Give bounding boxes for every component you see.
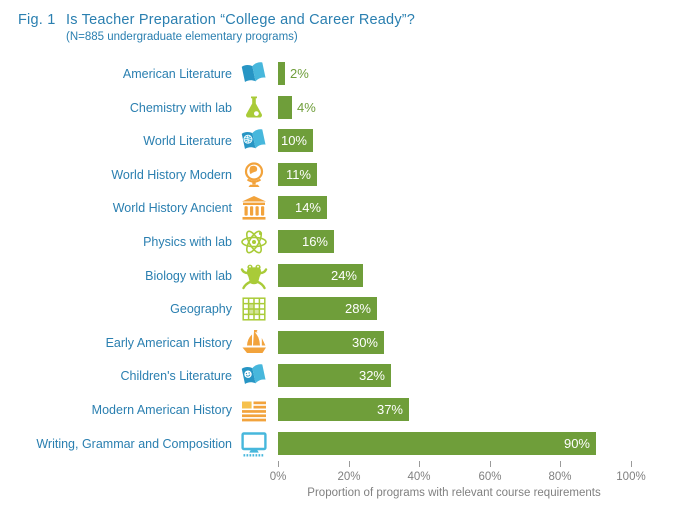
bar <box>278 364 391 387</box>
bar <box>278 331 384 354</box>
desk-globe-icon <box>238 159 270 191</box>
atom-icon <box>238 226 270 258</box>
axis-tick-label: 60% <box>478 471 502 483</box>
bar <box>278 196 327 219</box>
value-label: 90% <box>563 436 590 451</box>
chart-row: American Literature 2% <box>0 62 682 85</box>
category-label: Children's Literature <box>120 368 232 383</box>
chart-row: Chemistry with lab 4% <box>0 96 682 119</box>
value-label: 37% <box>376 402 403 417</box>
temple-icon <box>238 192 270 224</box>
axis-tick-label: 20% <box>337 471 361 483</box>
category-label: Chemistry with lab <box>129 100 232 115</box>
category-label: World Literature <box>143 133 232 148</box>
value-label: 14% <box>294 200 321 215</box>
category-label: World History Modern <box>111 167 232 182</box>
axis-tick-label: 80% <box>548 471 572 483</box>
axis-tick-mark <box>349 461 350 467</box>
chart-row: Physics with lab 16% <box>0 230 682 254</box>
value-label: 2% <box>290 66 309 81</box>
x-axis-label: Proportion of programs with relevant cou… <box>307 487 601 499</box>
axis-tick-label: 0% <box>269 471 287 483</box>
figure-subtitle: (N=885 undergraduate elementary programs… <box>66 31 298 43</box>
smiley-book-icon <box>238 360 270 392</box>
bar <box>278 297 377 320</box>
category-label: Biology with lab <box>145 268 232 283</box>
chart-row: Geography 28% <box>0 297 682 321</box>
globe-book-icon <box>238 125 270 157</box>
category-label: Writing, Grammar and Composition <box>36 436 232 451</box>
category-label: Physics with lab <box>143 234 232 249</box>
value-label: 24% <box>330 268 357 283</box>
value-label: 4% <box>297 100 316 115</box>
category-label: Early American History <box>105 335 232 350</box>
bar <box>278 398 409 421</box>
bar <box>278 163 317 186</box>
bar <box>278 96 292 119</box>
bar <box>278 432 596 455</box>
frog-icon <box>238 260 270 292</box>
value-label: 11% <box>285 167 311 182</box>
axis-tick-label: 40% <box>407 471 431 483</box>
bar <box>278 62 285 85</box>
value-label: 32% <box>358 368 385 383</box>
monitor-icon <box>238 428 270 460</box>
chart-row: World History Modern 11% <box>0 162 682 187</box>
ship-icon <box>238 327 270 359</box>
open-book-icon <box>238 58 270 90</box>
chart-row: Writing, Grammar and Composition 90% <box>0 432 682 457</box>
axis-tick-mark <box>631 461 632 467</box>
chart-row: World Literature 10% <box>0 129 682 152</box>
axis-tick-mark <box>419 461 420 467</box>
value-label: 28% <box>344 301 371 316</box>
figure-number: Fig. 1 <box>18 12 56 28</box>
chart-row: World History Ancient 14% <box>0 196 682 220</box>
value-label: 30% <box>351 335 378 350</box>
chart-row: Early American History 30% <box>0 330 682 354</box>
axis-tick-label: 100% <box>616 471 646 483</box>
map-grid-icon <box>238 293 270 325</box>
axis-tick-mark <box>560 461 561 467</box>
category-label: Modern American History <box>91 402 232 417</box>
page-title: Is Teacher Preparation “College and Care… <box>66 12 416 28</box>
value-label: 16% <box>301 234 328 249</box>
axis-tick-mark <box>490 461 491 467</box>
flask-icon <box>238 92 270 124</box>
category-label: World History Ancient <box>112 200 232 215</box>
category-label: Geography <box>170 301 232 316</box>
chart-row: Children's Literature 32% <box>0 364 682 387</box>
bar <box>278 264 363 287</box>
chart-row: Modern American History 37% <box>0 398 682 422</box>
bar <box>278 230 334 253</box>
bar <box>278 129 313 152</box>
flag-icon <box>238 394 270 426</box>
chart-row: Biology with lab 24% <box>0 264 682 290</box>
axis-tick-mark <box>278 461 279 467</box>
category-label: American Literature <box>122 66 232 81</box>
value-label: 10% <box>280 133 307 148</box>
